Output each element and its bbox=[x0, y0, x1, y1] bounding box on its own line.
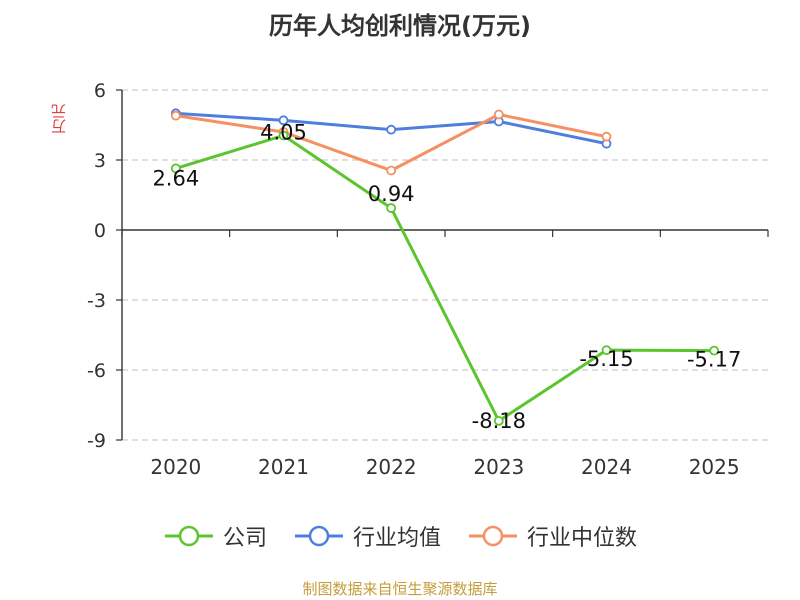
y-tick-label: -3 bbox=[87, 290, 106, 312]
data-point bbox=[601, 345, 612, 356]
legend-swatch bbox=[294, 525, 343, 547]
data-label: -5.17 bbox=[687, 348, 741, 372]
data-point bbox=[278, 115, 289, 126]
x-tick-label: 2021 bbox=[258, 455, 309, 479]
data-point bbox=[386, 203, 397, 213]
legend-swatch bbox=[469, 525, 517, 547]
series-line bbox=[175, 113, 607, 172]
legend-swatch bbox=[164, 525, 213, 547]
data-label: -5.15 bbox=[579, 347, 633, 371]
data-point bbox=[386, 165, 397, 176]
legend-item[interactable]: 行业均值 bbox=[293, 520, 441, 552]
y-tick-label: 0 bbox=[94, 220, 106, 242]
y-tick-label: -6 bbox=[87, 360, 106, 382]
legend-label: 行业均值 bbox=[352, 526, 441, 551]
data-point bbox=[386, 124, 397, 135]
chart-title: 历年人均创利情况(万元) bbox=[269, 12, 531, 40]
y-tick-label: 3 bbox=[94, 150, 106, 172]
data-point bbox=[278, 130, 289, 141]
data-label: 2.64 bbox=[152, 166, 199, 190]
series-line bbox=[175, 134, 715, 423]
data-point bbox=[493, 109, 504, 120]
data-label: -8.18 bbox=[472, 409, 526, 433]
data-label: 0.94 bbox=[368, 182, 415, 206]
y-tick-label: -9 bbox=[87, 430, 106, 452]
legend-label: 行业中位数 bbox=[527, 526, 638, 551]
legend: 公司 行业均值 行业中位数 bbox=[0, 520, 800, 552]
x-tick-label: 2023 bbox=[473, 455, 524, 479]
y-tick-label: 6 bbox=[94, 80, 106, 102]
legend-item[interactable]: 行业中位数 bbox=[467, 520, 637, 552]
data-point bbox=[493, 415, 504, 426]
legend-label: 公司 bbox=[222, 526, 267, 551]
data-label: 4.05 bbox=[260, 121, 307, 145]
data-point bbox=[170, 163, 181, 174]
data-point bbox=[170, 110, 181, 121]
data-point bbox=[601, 131, 612, 142]
x-tick-label: 2020 bbox=[150, 455, 201, 479]
source-note: 制图数据来自恒生聚源数据库 bbox=[302, 580, 498, 598]
x-tick-label: 2022 bbox=[366, 455, 417, 479]
x-tick-label: 2025 bbox=[689, 455, 740, 479]
data-point bbox=[709, 345, 720, 356]
legend-item[interactable]: 公司 bbox=[163, 520, 267, 552]
x-tick-label: 2024 bbox=[581, 455, 632, 479]
